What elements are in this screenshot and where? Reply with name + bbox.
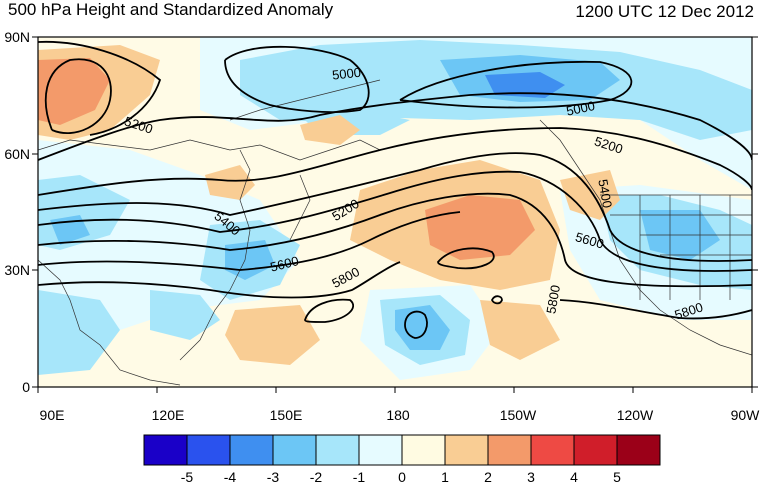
lon-labels: 90E 120E 150E 180 150W 120W 90W (40, 407, 761, 423)
colorbar-swatch (530, 434, 575, 466)
lon-label-120w: 120W (617, 407, 654, 423)
colorbar-tick-label: -2 (310, 469, 323, 485)
lat-labels: 90N 60N 30N 0 (4, 29, 30, 395)
colorbar-tick-label: 1 (441, 469, 449, 485)
contour-label: 5400 (595, 178, 615, 209)
colorbar: -5 -4 -3 -2 -1 0 1 2 3 4 5 (143, 434, 661, 485)
lat-label-0: 0 (22, 379, 30, 395)
anomaly-shading (38, 37, 752, 380)
colorbar-swatch (444, 434, 489, 466)
colorbar-tick-label: 5 (613, 469, 621, 485)
colorbar-swatch (616, 434, 661, 466)
lat-label-90n: 90N (4, 29, 30, 45)
lon-label-150e: 150E (270, 407, 303, 423)
lon-label-180: 180 (386, 407, 410, 423)
colorbar-tick-label: -3 (267, 469, 280, 485)
colorbar-swatch (487, 434, 532, 466)
lat-label-30n: 30N (4, 262, 30, 278)
colorbar-swatch (229, 434, 274, 466)
colorbar-swatch (358, 434, 403, 466)
lon-label-150w: 150W (500, 407, 537, 423)
colorbar-swatch (272, 434, 317, 466)
map-title: 500 hPa Height and Standardized Anomaly (8, 0, 334, 19)
coastlines (38, 79, 752, 386)
colorbar-tick-label: 3 (527, 469, 535, 485)
contour-label: 5000 (565, 98, 596, 119)
colorbar-tick-label: 2 (484, 469, 492, 485)
lon-ticks (37, 387, 753, 393)
colorbar-tick-label: 0 (398, 469, 406, 485)
lat-ticks (32, 36, 758, 388)
colorbar-tick-label: 4 (570, 469, 578, 485)
colorbar-swatch (143, 434, 188, 466)
colorbar-swatch (315, 434, 360, 466)
contour-label: 5600 (269, 253, 301, 275)
colorbar-swatch (401, 434, 446, 466)
colorbar-swatch (186, 434, 231, 466)
colorbar-tick-label: -1 (353, 469, 366, 485)
lon-label-90w: 90W (731, 407, 761, 423)
colorbar-tick-label: -5 (181, 469, 194, 485)
height-contours (38, 40, 752, 339)
lat-label-60n: 60N (4, 146, 30, 162)
contour-label: 5800 (543, 284, 563, 315)
colorbar-tick-label: -4 (224, 469, 237, 485)
map-date: 1200 UTC 12 Dec 2012 (575, 2, 754, 21)
lon-label-120e: 120E (152, 407, 185, 423)
colorbar-swatch (573, 434, 618, 466)
contour-label: 5000 (331, 65, 361, 83)
lon-label-90e: 90E (40, 407, 65, 423)
